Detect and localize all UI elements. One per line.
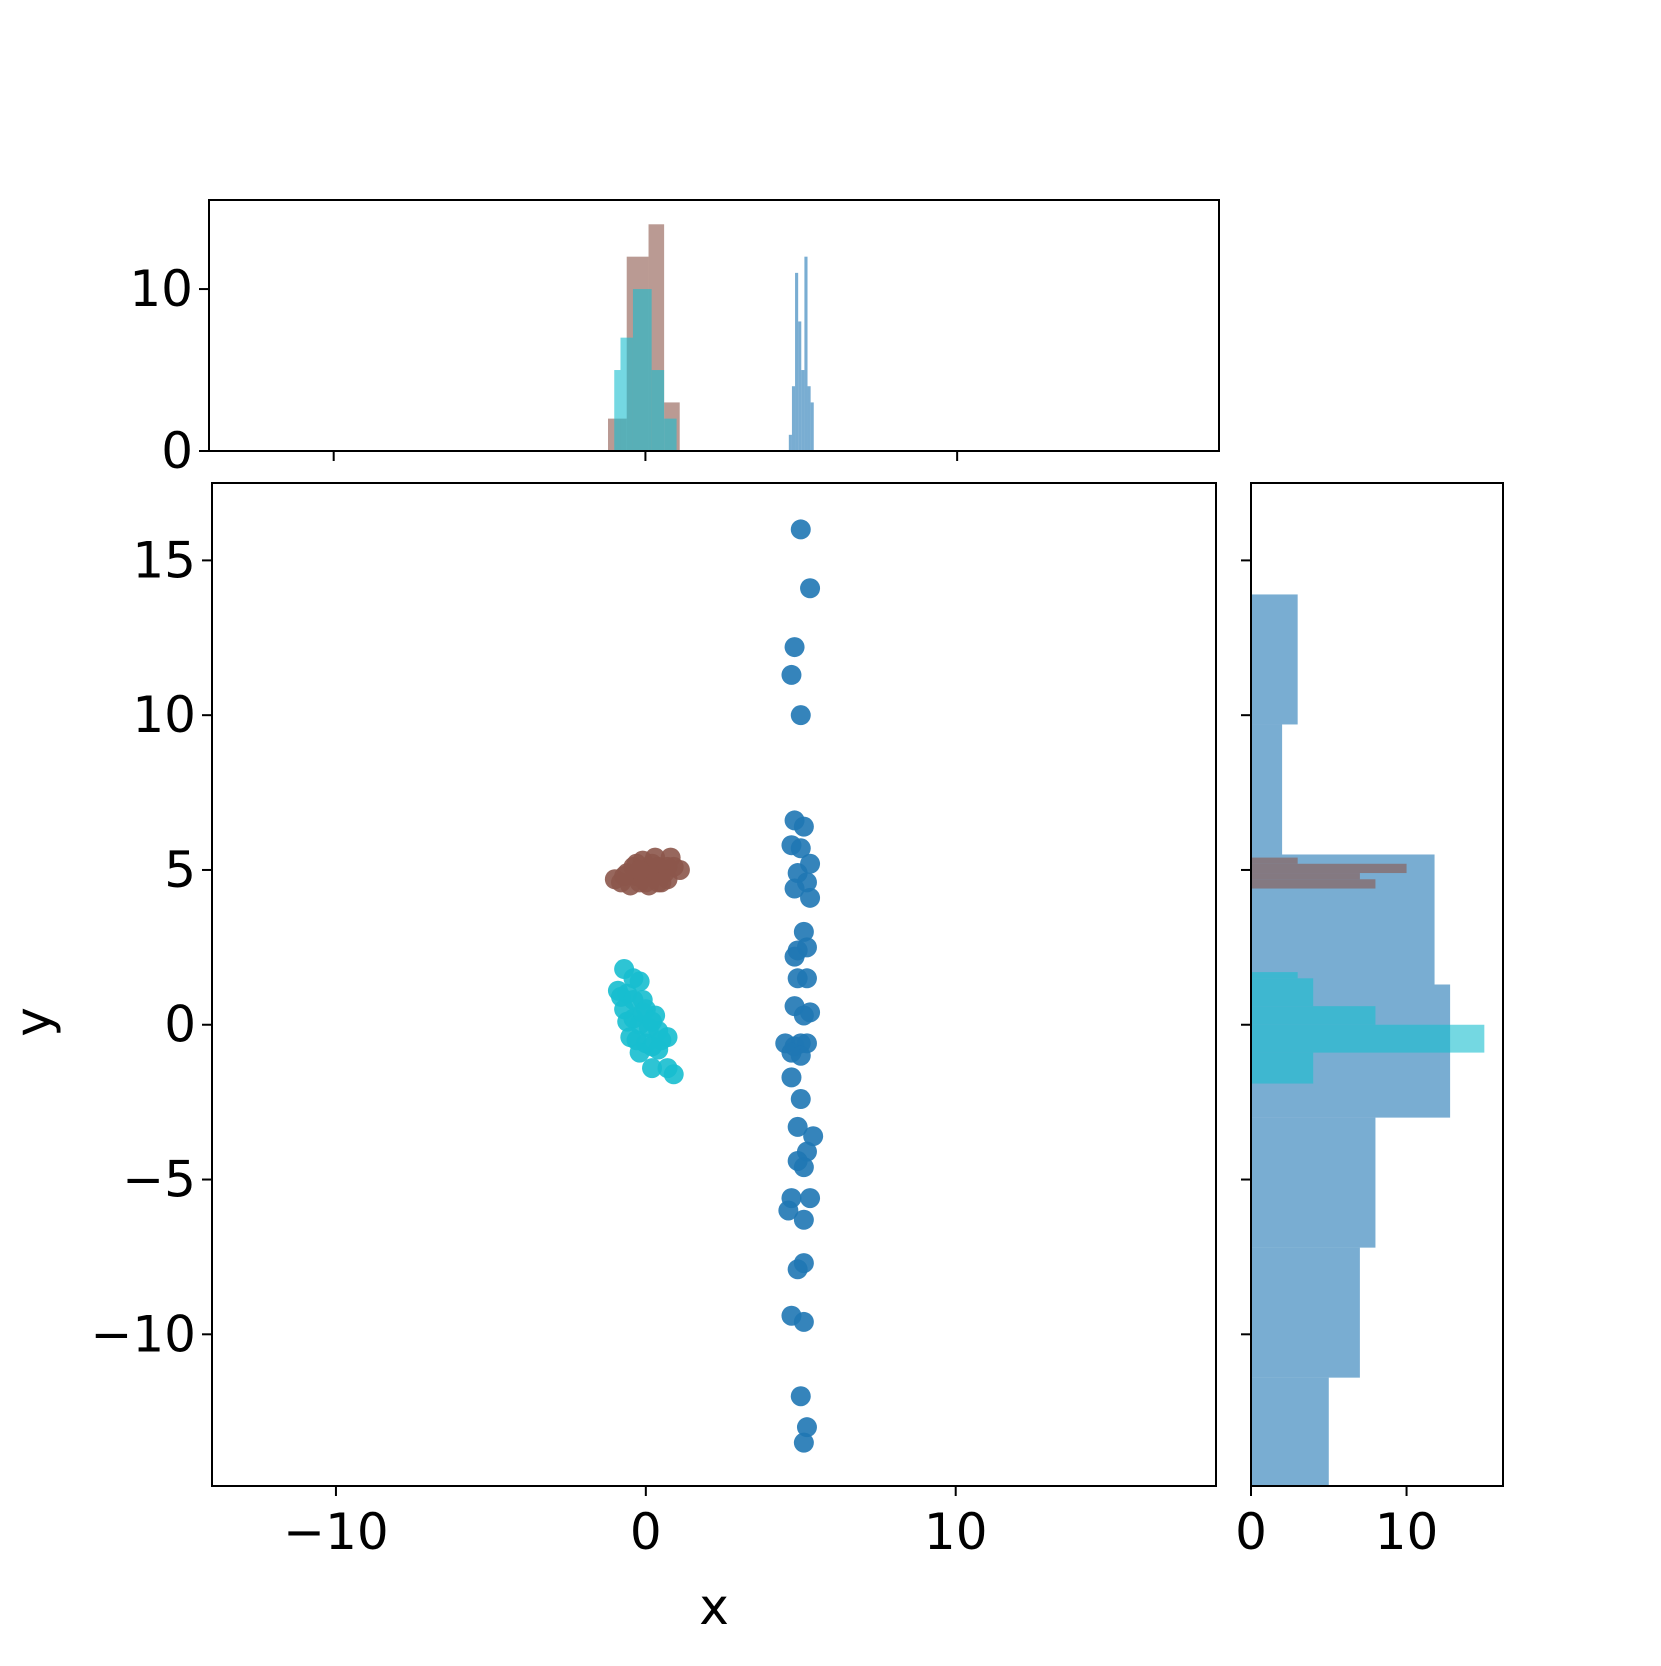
x-hist-bar: [632, 289, 652, 451]
scatter-point: [784, 637, 805, 658]
y-hist-bar: [1251, 594, 1298, 725]
x-hist-bar: [807, 386, 811, 451]
y-tick-label: −10: [90, 1305, 196, 1363]
y-tick-label: 15: [132, 531, 196, 589]
x-marginal-ytick-label: 0: [161, 422, 193, 480]
scatter-point: [796, 1417, 817, 1438]
y-tick-label: 0: [164, 996, 196, 1054]
scatter-point: [790, 1045, 811, 1066]
scatter-point: [784, 946, 805, 967]
scatter-point: [629, 971, 650, 992]
y-tick-label: −5: [122, 1151, 196, 1209]
scatter-point: [629, 1042, 650, 1063]
y-hist-bar: [1251, 978, 1314, 1007]
scatter-point: [793, 1253, 814, 1274]
scatter-point: [781, 664, 802, 685]
scatter-frame: [211, 482, 1217, 1487]
x-marginal-histogram: 0 10: [129, 199, 1220, 480]
scatter-point: [790, 1386, 811, 1407]
x-tick-label: 0: [630, 1503, 662, 1561]
y-hist-bar: [1251, 879, 1376, 889]
y-tick-label: 5: [164, 841, 196, 899]
x-hist-bar: [798, 321, 802, 451]
y-marginal-histogram: 0 10: [1235, 482, 1504, 1561]
scatter-point: [800, 578, 821, 599]
scatter-point: [793, 1209, 814, 1230]
y-hist-bar: [1251, 1377, 1329, 1486]
y-hist-bar: [1251, 863, 1407, 874]
x-hist-bar: [651, 370, 665, 451]
scatter-panel: −10 0 10 −10 −5 0 5 10 15: [90, 482, 1217, 1561]
x-marginal-frame: [208, 199, 1220, 452]
y-hist-bar: [1251, 1052, 1314, 1084]
y-axis-label: y: [4, 1007, 62, 1037]
x-hist-bar: [664, 418, 677, 451]
scatter-point: [790, 519, 811, 540]
scatter-point: [793, 1432, 814, 1453]
scatter-point: [790, 705, 811, 726]
y-hist-bar: [1251, 1247, 1360, 1378]
scatter-point: [614, 866, 635, 887]
x-hist-bar: [795, 272, 799, 451]
x-hist-bar: [614, 370, 621, 451]
y-hist-bar: [1251, 972, 1298, 979]
x-hist-bar: [791, 386, 796, 451]
x-tick-label: −10: [283, 1503, 389, 1561]
scatter-point: [778, 1200, 799, 1221]
scatter-point: [793, 816, 814, 837]
x-hist-bar: [801, 370, 805, 451]
y-hist-bar: [1251, 873, 1360, 880]
y-tick-label: 10: [132, 686, 196, 744]
x-hist-bar: [804, 256, 808, 451]
scatter-point: [651, 1030, 672, 1051]
scatter-point: [790, 838, 811, 859]
scatter-point: [796, 968, 817, 989]
axis-labels: x y: [4, 1007, 729, 1636]
y-hist-bar: [1251, 1117, 1376, 1248]
scatter-point: [803, 1126, 824, 1147]
y-hist-bar: [1251, 724, 1283, 855]
y-hist-bar: [1251, 857, 1298, 864]
scatter-point: [663, 1064, 684, 1085]
x-hist-bar: [788, 434, 792, 451]
scatter-point: [629, 859, 650, 880]
scatter-point: [614, 999, 635, 1020]
y-hist-bar: [1251, 1006, 1376, 1025]
scatter-point: [793, 1157, 814, 1178]
y-marginal-xtick-label: 0: [1235, 1503, 1267, 1561]
scatter-background: [212, 483, 1216, 1486]
scatter-point: [642, 1058, 663, 1079]
y-hist-bar: [1251, 1024, 1485, 1053]
scatter-point: [800, 887, 821, 908]
scatter-point: [784, 878, 805, 899]
scatter-point: [800, 1002, 821, 1023]
y-marginal-frame: [1250, 482, 1504, 1487]
scatter-point: [790, 1089, 811, 1110]
scatter-point: [800, 1188, 821, 1209]
scatter-point: [781, 1067, 802, 1088]
x-axis-label: x: [699, 1578, 729, 1636]
y-marginal-xtick-label: 10: [1375, 1503, 1439, 1561]
scatter-point: [651, 872, 672, 893]
scatter-point: [642, 1011, 663, 1032]
x-hist-bar: [810, 402, 814, 451]
scatter-point: [787, 1116, 808, 1137]
x-marginal-ytick-label: 10: [129, 260, 193, 318]
x-tick-label: 10: [924, 1503, 988, 1561]
scatter-point: [793, 921, 814, 942]
scatter-point: [793, 1311, 814, 1332]
x-hist-bar: [620, 337, 633, 451]
